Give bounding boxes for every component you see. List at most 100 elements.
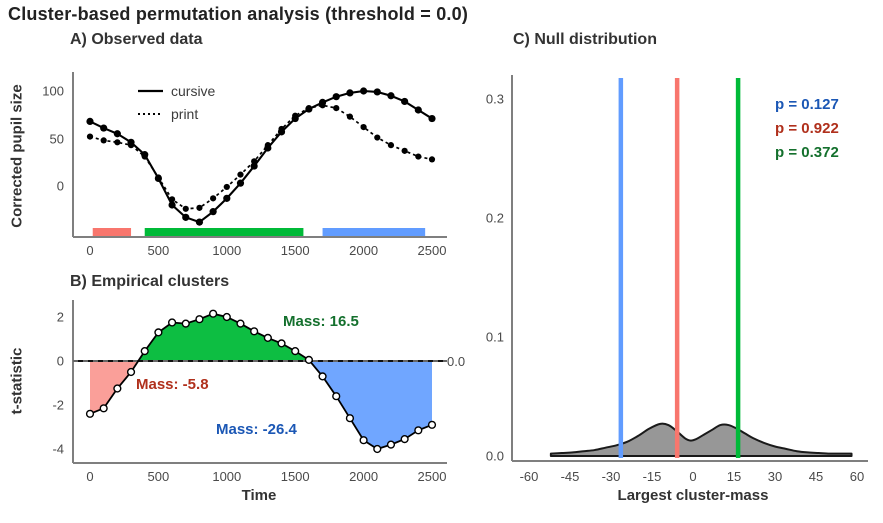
print-line [89,104,433,210]
threshold-label: 0.0 [447,354,466,369]
tick-label: 1500 [280,243,310,258]
print-point [360,124,367,131]
main-title: Cluster-based permutation analysis (thre… [8,4,469,24]
print-point [374,134,381,141]
tstat-point [345,414,355,423]
cluster-bar-red [92,228,132,236]
mass-label-0: Mass: 16.5 [283,313,359,330]
tstat-point [277,339,286,348]
print-point [223,183,230,191]
tstat-point [85,409,95,418]
cursive-point [414,106,422,114]
cursive-point [182,213,190,221]
tick-label: 0 [86,469,94,484]
print-point [415,153,422,160]
tick-label: 2000 [349,469,379,484]
x-axis-label-cluster-mass: Largest cluster-mass [617,487,769,504]
tick-label: 0 [86,243,94,258]
cursive-point [332,93,340,101]
tick-label: 50 [49,131,64,146]
tick-label: 2000 [349,243,379,258]
panel-c-title: C) Null distribution [513,31,657,48]
cursive-point [250,162,258,170]
tick-label: -2 [52,397,64,413]
cursive-point [236,179,245,187]
tick-label: 0 [56,178,64,194]
print-point [100,137,107,144]
cursive-point [387,92,395,100]
mass-label-1: Mass: -5.8 [136,376,209,393]
cursive-point [113,130,121,138]
mass-label-2: Mass: -26.4 [216,421,297,438]
cursive-point [127,138,135,146]
tick-label: 500 [147,243,170,258]
tick-label: -60 [519,469,539,484]
cursive-point [223,194,231,202]
tick-label: 0.3 [485,91,504,107]
cursive-point [264,144,272,152]
tstat-point [400,435,409,444]
panel-b-title: B) Empirical clusters [70,273,230,290]
cluster-bar-green [144,228,304,236]
legend-label-cursive: cursive [171,83,216,99]
cursive-point [428,114,436,123]
print-point [86,133,94,140]
tick-label: 0 [689,469,697,484]
print-point [237,171,244,178]
tick-label: -15 [642,469,662,484]
cluster-bar-blue [322,228,426,236]
print-point [333,105,340,112]
print-point [346,113,354,120]
tick-label: 2 [56,309,64,325]
tstat-point [386,440,396,449]
tick-label: 0.1 [485,329,504,345]
cursive-point [346,89,354,97]
tick-label: 1000 [212,243,242,258]
p-label-1: p = 0.922 [775,120,839,137]
tick-label: 15 [726,469,742,484]
cursive-point [318,98,327,106]
p-label-2: p = 0.372 [775,144,839,161]
tick-label: 0.0 [485,448,504,464]
tstat-point [209,309,218,318]
tstat-point [113,384,122,393]
legend-label-print: print [171,106,199,122]
print-point [428,156,436,163]
print-point [387,142,395,149]
cursive-point [209,208,217,216]
cursive-point [360,87,368,95]
tick-label: 100 [42,83,64,99]
cursive-point [154,174,162,182]
cursive-point [373,88,381,96]
x-axis-label-time: Time [241,487,277,504]
cluster-fill-green [138,313,310,361]
tstat-point [222,312,231,322]
tstat-point [318,372,327,381]
tick-label: 2500 [417,469,447,484]
tick-label: 1000 [212,469,242,484]
cursive-point [291,114,299,123]
tstat-point [195,315,204,324]
cursive-point [141,151,149,159]
cluster-fill-blue [309,361,432,449]
cursive-point [86,117,94,125]
print-point [114,139,121,146]
cursive-point [277,128,286,136]
cursive-point [195,218,204,226]
tstat-point [140,347,149,356]
tick-label: -45 [560,469,580,484]
tstat-point [167,318,177,327]
tstat-point [263,333,272,343]
cursive-point [401,97,409,106]
p-label-0: p = 0.127 [775,96,839,113]
tstat-point [236,319,245,328]
cursive-point [305,105,313,113]
tick-label: 1500 [280,469,310,484]
tstat-point [332,392,341,401]
tstat-point [126,367,136,377]
tstat-point [414,426,423,435]
tstat-point [181,319,190,328]
